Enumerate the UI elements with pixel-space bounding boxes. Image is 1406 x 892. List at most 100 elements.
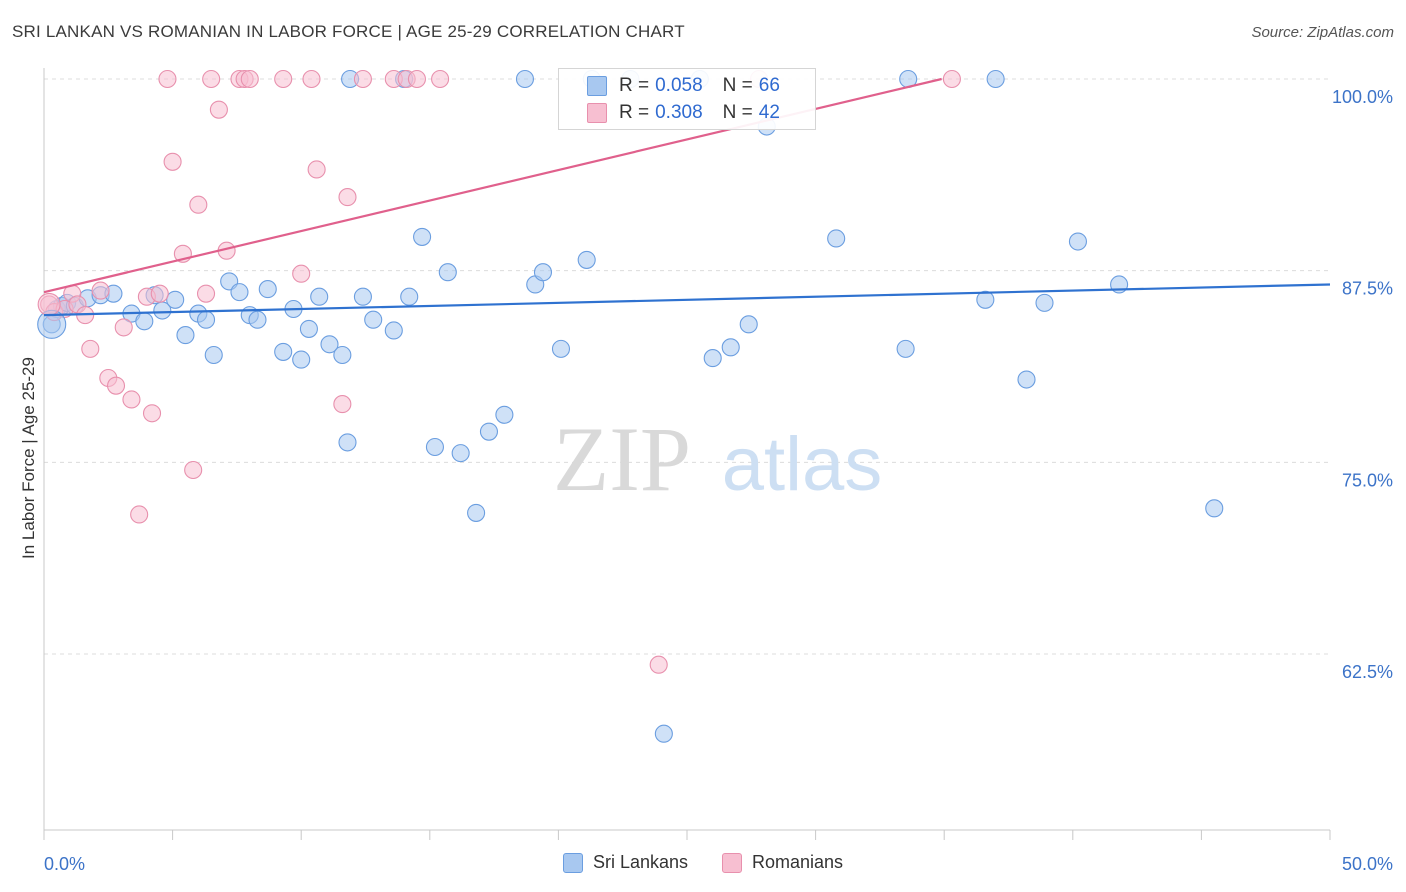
point-romanians [114,318,133,337]
point-romanians [130,505,149,524]
point-sri-lankans [364,310,383,329]
point-sri-lankans [1205,499,1224,518]
point-romanians [338,188,357,207]
point-sri-lankans [451,444,470,463]
point-sri-lankans [338,433,357,452]
point-romanians [274,69,293,89]
stats-row-sri-lankans: R = 0.058 N = 66 [587,73,780,99]
point-sri-lankans [1035,293,1054,312]
chart-source: Source: ZipAtlas.com [1251,24,1394,41]
n-label: N = [722,102,753,123]
n-value: 66 [758,75,780,96]
watermark: ZIP atlas [553,408,882,510]
point-sri-lankans [654,724,673,743]
point-sri-lankans [896,339,915,358]
point-romanians [150,284,169,303]
point-romanians [353,69,372,89]
point-sri-lankans [495,405,514,424]
point-romanians [942,69,961,89]
point-sri-lankans [739,315,758,334]
point-sri-lankans [384,321,403,340]
point-sri-lankans [1017,370,1036,389]
point-sri-lankans [400,287,419,306]
point-romanians [184,460,203,480]
r-value: 0.058 [655,75,703,96]
x-tick-label-end: 50.0% [1342,854,1393,874]
r-value: 0.308 [655,102,703,123]
y-tick-label: 75.0% [1342,470,1393,490]
point-sri-lankans [551,339,571,358]
point-romanians [142,404,162,423]
stats-row-romanians: R = 0.308 N = 42 [587,100,780,126]
y-tick-label: 62.5% [1342,662,1393,682]
point-sri-lankans [533,263,553,282]
bottom-legend: Sri Lankans Romanians [0,852,1406,873]
point-sri-lankans [299,319,318,338]
point-romanians [189,195,208,214]
chart-title: SRI LANKAN VS ROMANIAN IN LABOR FORCE | … [12,22,685,41]
point-sri-lankans [577,250,596,269]
y-tick-label: 87.5% [1342,279,1393,299]
point-romanians [292,264,311,283]
legend-item-sri-lankans[interactable]: Sri Lankans [562,852,688,873]
point-sri-lankans [479,422,499,441]
point-sri-lankans [176,326,195,345]
point-sri-lankans [274,342,293,361]
point-sri-lankans [438,263,457,282]
point-sri-lankans [976,290,995,309]
point-sri-lankans [166,290,185,309]
point-romanians [106,376,126,395]
x-tick-label-start: 0.0% [44,854,85,874]
point-sri-lankans [515,69,535,89]
point-sri-lankans [258,280,277,299]
legend-item-romanians[interactable]: Romanians [722,852,843,873]
n-label: N = [722,75,753,96]
point-sri-lankans [425,437,444,457]
point-romanians [407,69,426,89]
point-sri-lankans [204,345,223,365]
axis-layer: 62.5% 75.0% 87.5% 100.0% 0.0% 50.0% [43,68,1393,874]
point-sri-lankans [230,283,249,302]
y-axis-label: In Labor Force | Age 25-29 [19,357,38,559]
point-romanians [158,69,177,89]
point-romanians [37,292,61,316]
points-layer [37,69,1224,743]
legend-swatch-sri-lankans [562,852,583,873]
r-label: R = [619,75,650,96]
point-sri-lankans [703,349,722,368]
stats-legend: R = 0.058 N = 66 R = 0.308 N = 42 [558,68,816,130]
point-sri-lankans [827,229,846,248]
grid-layer [44,78,1330,655]
trend-line-sri-lankans [43,283,1331,317]
n-value: 42 [758,102,780,123]
romanians-swatch [587,103,607,123]
point-sri-lankans [320,335,339,354]
point-romanians [307,160,326,179]
legend-label-romanians: Romanians [752,852,844,872]
point-romanians [196,284,216,303]
point-romanians [91,281,110,300]
point-romanians [81,339,100,358]
point-sri-lankans [467,503,486,522]
legend-swatch-romanians [722,852,742,873]
r-label: R = [619,102,650,123]
y-tick-label: 100.0% [1332,87,1393,107]
point-romanians [202,69,221,89]
point-romanians [122,390,141,409]
point-romanians [649,655,668,674]
point-romanians [163,152,182,171]
point-romanians [333,395,352,414]
point-romanians [209,100,228,119]
point-sri-lankans [1068,232,1087,251]
point-sri-lankans [135,312,154,331]
point-romanians [302,69,321,89]
point-sri-lankans [310,287,329,306]
point-sri-lankans [353,287,372,306]
point-romanians [240,69,259,89]
point-sri-lankans [721,338,740,357]
point-sri-lankans [333,345,352,365]
point-sri-lankans [413,227,432,246]
legend-label-sri-lankans: Sri Lankans [592,852,688,872]
watermark-atlas: atlas [722,422,883,507]
